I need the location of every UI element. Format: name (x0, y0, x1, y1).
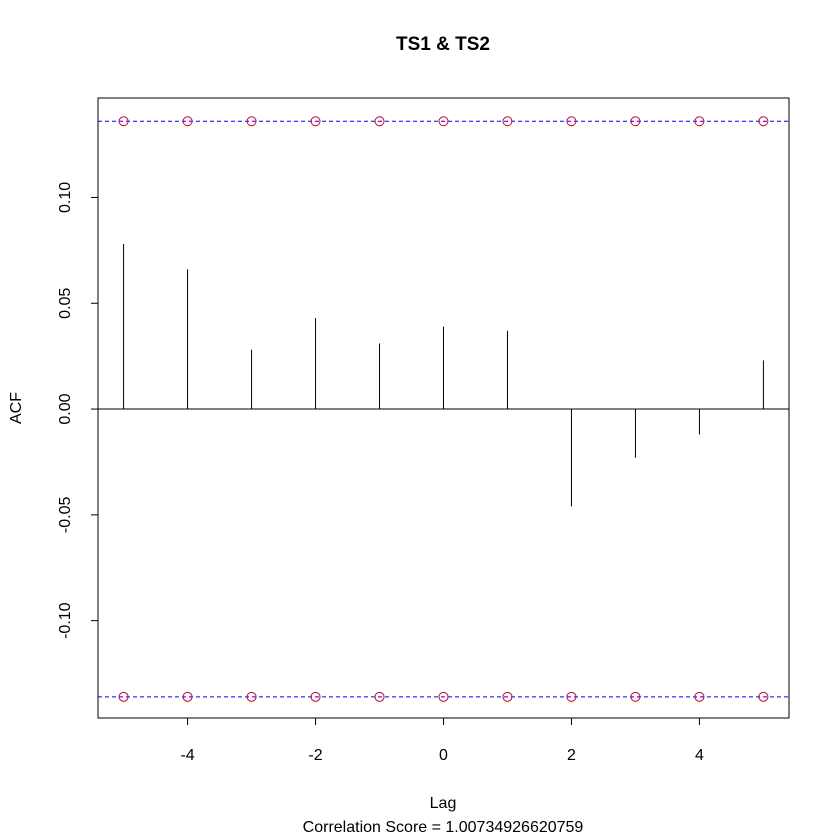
plot-layer: -4 -2 0 2 4 -0.10 -0.05 0.00 0.05 0.10 (57, 116, 789, 764)
upper-bound-marker-lag-5 (758, 116, 769, 127)
lower-bound-marker-lag-1 (502, 691, 513, 702)
x-tick-label-0: 0 (439, 747, 448, 764)
x-tick-label--4: -4 (180, 747, 194, 764)
lower-bound-marker-lag--4 (182, 691, 193, 702)
y-tick-label-3: 0.05 (57, 288, 74, 319)
y-tick-label-1: -0.05 (57, 497, 74, 534)
lower-bound-marker-lag-0 (438, 691, 449, 702)
correlation-score: Correlation Score = 1.00734926620759 (303, 819, 584, 836)
upper-bound-marker-lag-4 (694, 116, 705, 127)
upper-bound-marker-lag--4 (182, 116, 193, 127)
lower-bound-marker-lag-3 (630, 691, 641, 702)
upper-bound-marker-lag-3 (630, 116, 641, 127)
upper-bound-marker-lag--1 (374, 116, 385, 127)
y-axis-label: ACF (8, 392, 25, 424)
lower-bound-marker-lag-4 (694, 691, 705, 702)
lower-bound-marker-lag--1 (374, 691, 385, 702)
upper-bound-marker-lag-1 (502, 116, 513, 127)
upper-bound-marker-lag-0 (438, 116, 449, 127)
y-tick-label-2: 0.00 (57, 393, 74, 424)
upper-bound-marker-lag--3 (246, 116, 257, 127)
upper-bound-marker-lag--2 (310, 116, 321, 127)
x-tick-label-2: 2 (567, 747, 576, 764)
upper-bound-marker-lag--5 (118, 116, 129, 127)
x-tick-label-4: 4 (695, 747, 704, 764)
lower-bound-marker-lag-2 (566, 691, 577, 702)
upper-bound-marker-lag-2 (566, 116, 577, 127)
y-tick-label-0: -0.10 (57, 602, 74, 639)
lower-bound-marker-lag--5 (118, 691, 129, 702)
chart-title: TS1 & TS2 (396, 34, 490, 55)
lower-bound-marker-lag-5 (758, 691, 769, 702)
y-tick-label-4: 0.10 (57, 182, 74, 213)
lower-bound-marker-lag--2 (310, 691, 321, 702)
x-axis-label: Lag (430, 795, 457, 812)
lower-bound-marker-lag--3 (246, 691, 257, 702)
x-tick-label--2: -2 (308, 747, 322, 764)
